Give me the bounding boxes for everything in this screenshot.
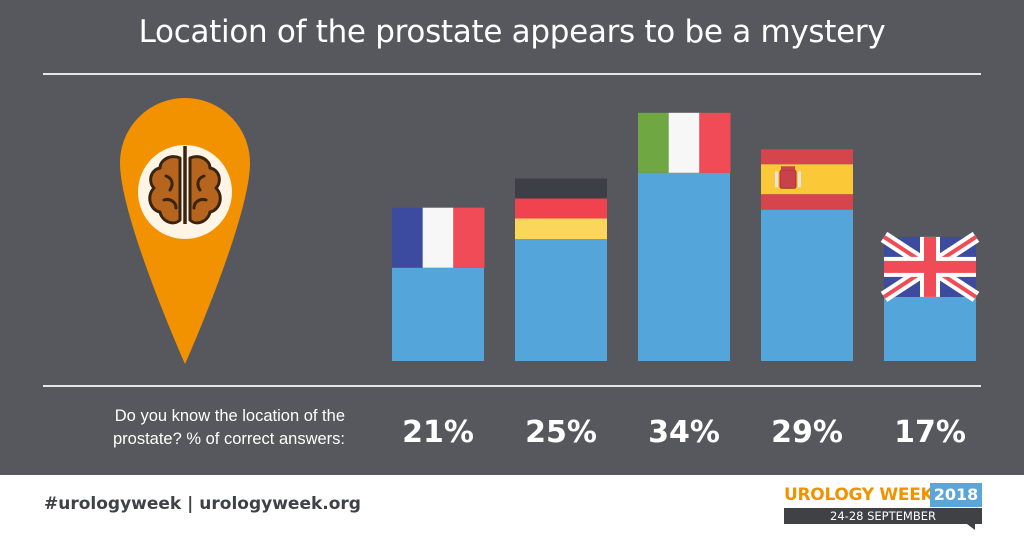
footer-hashtag: #urologyweek | urologyweek.org: [44, 494, 361, 514]
bar: [884, 296, 976, 361]
logo-year: 2018: [930, 483, 982, 507]
value-label: 21%: [402, 415, 474, 450]
value-label: 29%: [771, 415, 843, 450]
top-divider: [43, 73, 981, 75]
page-title: Location of the prostate appears to be a…: [138, 14, 886, 50]
brain-icon: [148, 146, 222, 225]
bar: [761, 209, 853, 361]
france-flag-icon: [392, 207, 485, 268]
uk-flag-icon: [880, 231, 980, 302]
value-label: 25%: [525, 415, 597, 450]
bar: [638, 172, 730, 361]
map-pin-icon: [120, 98, 250, 364]
question-label: Do you know the location of the prostate…: [112, 407, 345, 448]
germany-flag-icon: [515, 178, 607, 239]
logo-dates: 24-28 SEPTEMBER: [784, 508, 982, 524]
bar: [515, 238, 607, 361]
value-label: 17%: [894, 415, 966, 450]
bar-group-4: [880, 231, 980, 361]
logo-name: UROLOGY WEEK: [784, 485, 934, 505]
bar-group-1: [515, 178, 607, 361]
bar-chart: 21% 25% 34% 29% 17%: [392, 112, 980, 450]
bar-group-3: [761, 149, 853, 361]
logo-speech-tail: [967, 524, 975, 530]
spain-flag-icon: [761, 149, 853, 210]
bar: [392, 267, 484, 361]
urology-week-logo: UROLOGY WEEK 2018 24-28 SEPTEMBER: [770, 483, 984, 530]
value-label: 34%: [648, 415, 720, 450]
italy-flag-icon: [638, 112, 731, 173]
bar-group-2: [638, 112, 731, 361]
bar-group-0: [392, 207, 485, 361]
bottom-divider: [43, 385, 981, 387]
